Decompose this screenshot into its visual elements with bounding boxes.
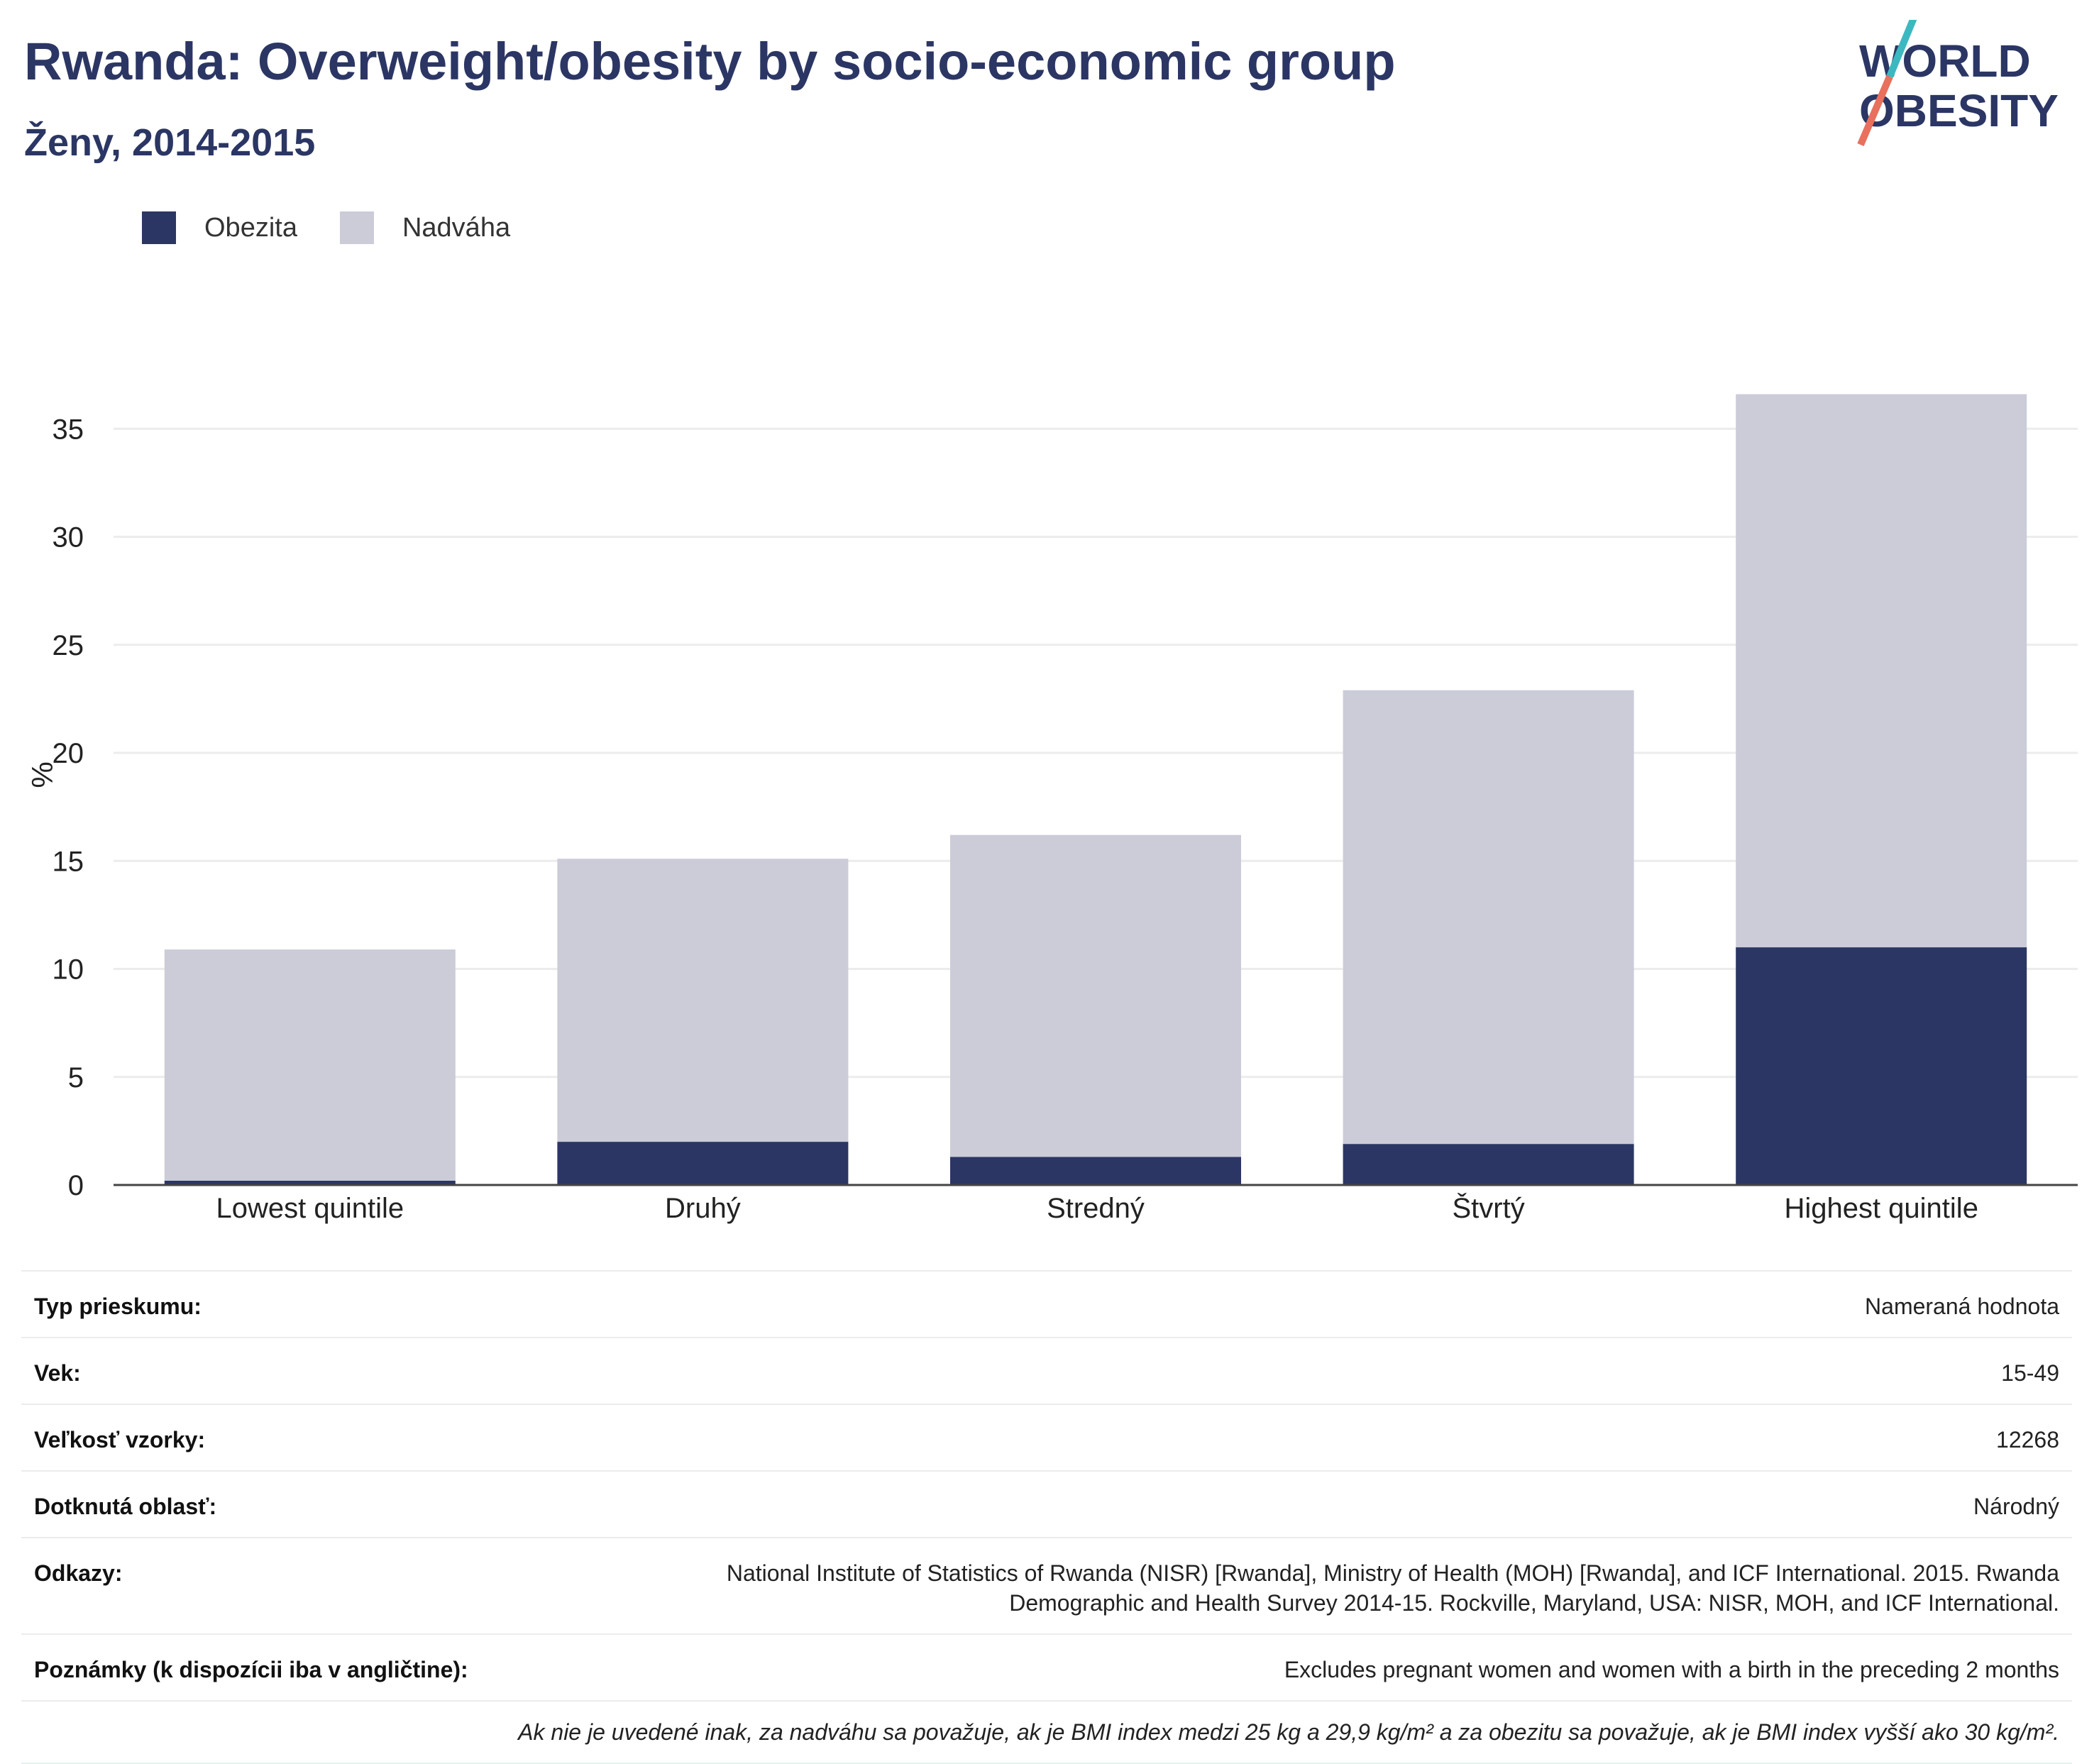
bar-obesity bbox=[950, 1157, 1241, 1185]
bar-overweight bbox=[557, 859, 849, 1142]
y-tick-label: 20 bbox=[53, 738, 84, 769]
info-table: Typ prieskumu: Nameraná hodnota Vek: 15-… bbox=[21, 1270, 2072, 1764]
bar-overweight bbox=[1343, 690, 1634, 1145]
legend-item-overweight[interactable]: Nadváha bbox=[339, 211, 511, 244]
bar-overweight bbox=[1736, 394, 2027, 948]
info-label: Veľkosť vzorky: bbox=[34, 1427, 206, 1452]
x-tick-label: Highest quintile bbox=[1784, 1193, 1978, 1224]
logo-slash-bottom bbox=[1857, 75, 1893, 146]
bar-overweight bbox=[164, 949, 456, 1181]
info-row-area: Dotknutá oblasť: Národný bbox=[21, 1472, 2072, 1538]
world-obesity-logo: WORLD OBESITY bbox=[1857, 20, 2059, 146]
info-label: Typ prieskumu: bbox=[34, 1294, 202, 1319]
logo-line2: OBESITY bbox=[1859, 85, 2059, 136]
chart-title: Rwanda: Overweight/obesity by socio-econ… bbox=[24, 32, 1396, 91]
x-tick-label: Lowest quintile bbox=[216, 1193, 404, 1224]
info-value: National Institute of Statistics of Rwan… bbox=[727, 1558, 2059, 1618]
x-tick-label: Štvrtý bbox=[1452, 1192, 1524, 1224]
y-tick-label: 0 bbox=[68, 1170, 84, 1201]
info-value: Národný bbox=[1973, 1494, 2059, 1519]
bar-chart: 0 5 10 15 20 25 30 35 Lowest quintile Druhý Stredn… bbox=[53, 394, 2078, 1224]
legend-label-overweight: Nadváha bbox=[402, 212, 511, 243]
info-value: Excludes pregnant women and women with a… bbox=[1284, 1657, 2059, 1682]
bar-overweight bbox=[950, 834, 1241, 1157]
legend-swatch-obesity bbox=[142, 211, 176, 244]
info-label: Odkazy: bbox=[34, 1560, 123, 1586]
reference-line-1: National Institute of Statistics of Rwan… bbox=[726, 1560, 2059, 1586]
y-tick-label: 15 bbox=[53, 846, 84, 877]
info-row-sample-size: Veľkosť vzorky: 12268 bbox=[21, 1405, 2072, 1472]
info-row-notes: Poznámky (k dispozícii iba v angličtine)… bbox=[21, 1635, 2072, 1702]
info-value: 12268 bbox=[1996, 1427, 2059, 1452]
logo-slash-top bbox=[1886, 20, 1917, 78]
legend-label-obesity: Obezita bbox=[204, 212, 297, 243]
info-row-references: Odkazy: National Institute of Statistics… bbox=[21, 1538, 2072, 1635]
x-tick-label: Stredný bbox=[1047, 1193, 1145, 1224]
info-row-age: Vek: 15-49 bbox=[21, 1338, 2072, 1405]
legend: Obezita Nadváha bbox=[142, 211, 553, 244]
info-row-survey-type: Typ prieskumu: Nameraná hodnota bbox=[21, 1272, 2072, 1338]
legend-item-obesity[interactable]: Obezita bbox=[142, 211, 297, 244]
x-tick-label: Druhý bbox=[665, 1193, 741, 1224]
footnote: Ak nie je uvedené inak, za nadváhu sa po… bbox=[21, 1702, 2072, 1764]
reference-line-2: Demographic and Health Survey 2014-15. R… bbox=[1009, 1590, 2059, 1616]
bar-obesity bbox=[1343, 1144, 1634, 1185]
chart-subtitle: Ženy, 2014-2015 bbox=[24, 121, 316, 164]
bar-obesity bbox=[557, 1142, 849, 1185]
y-tick-label: 10 bbox=[53, 954, 84, 986]
bar-obesity bbox=[1736, 947, 2027, 1185]
info-label: Poznámky (k dispozícii iba v angličtine)… bbox=[34, 1657, 468, 1682]
info-value: Nameraná hodnota bbox=[1865, 1294, 2059, 1319]
y-tick-label: 5 bbox=[68, 1062, 84, 1093]
y-tick-label: 25 bbox=[53, 630, 84, 661]
legend-swatch-overweight bbox=[339, 211, 374, 244]
info-label: Dotknutá oblasť: bbox=[34, 1494, 217, 1519]
y-tick-label: 35 bbox=[53, 414, 84, 445]
info-label: Vek: bbox=[34, 1360, 81, 1386]
y-tick-label: 30 bbox=[53, 522, 84, 553]
info-value: 15-49 bbox=[2001, 1360, 2059, 1386]
bar-obesity bbox=[164, 1180, 456, 1185]
